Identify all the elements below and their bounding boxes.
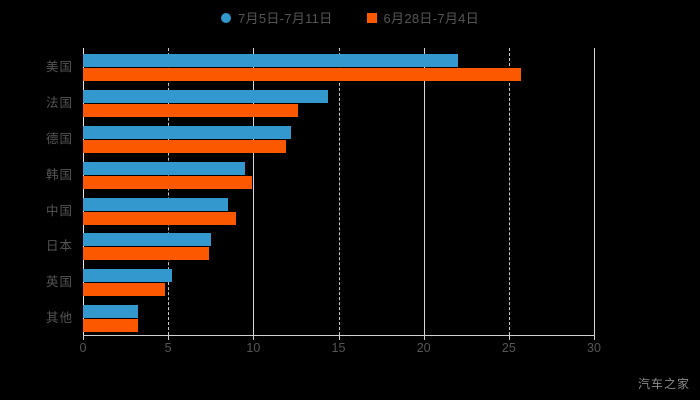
bar[interactable]	[83, 197, 228, 211]
bar-group	[83, 233, 594, 261]
legend-marker-circle-icon	[221, 12, 231, 23]
bar[interactable]	[83, 269, 172, 283]
x-tick	[338, 335, 340, 340]
legend-label: 7月5日-7月11日	[238, 11, 333, 26]
category-label: 中国	[45, 203, 73, 218]
bar-group	[83, 305, 594, 333]
x-tick-label: 0	[79, 341, 87, 355]
bar-group	[83, 197, 594, 225]
category-axis: 美国法国德国韩国中国日本英国其他	[0, 48, 83, 335]
bar[interactable]	[83, 125, 291, 139]
chart-legend: 7月5日-7月11日 6月28日-7月4日	[0, 8, 700, 27]
y-axis-line	[83, 48, 84, 335]
gridline	[594, 48, 595, 335]
bar-group	[83, 125, 594, 153]
category-label: 韩国	[45, 167, 73, 182]
legend-entry[interactable]: 6月28日-7月4日	[366, 8, 479, 27]
x-tick	[594, 335, 595, 340]
gridline	[253, 48, 255, 335]
x-tick	[83, 335, 84, 340]
category-label: 法国	[45, 95, 73, 110]
bar-group	[83, 269, 594, 297]
bar[interactable]	[83, 211, 237, 225]
legend-label: 6月28日-7月4日	[383, 11, 479, 26]
bar-group	[83, 161, 594, 189]
plot-area	[83, 48, 595, 335]
gridline	[508, 48, 510, 335]
gridline	[168, 48, 170, 335]
category-label: 日本	[45, 239, 73, 254]
bar[interactable]	[83, 89, 329, 103]
x-tick-label: 25	[501, 341, 516, 355]
gridline	[423, 48, 425, 335]
category-label: 英国	[45, 275, 73, 290]
bar[interactable]	[83, 319, 138, 333]
x-tick	[253, 335, 255, 340]
gridline	[338, 48, 340, 335]
watermark: 汽车之家	[637, 377, 690, 391]
bar[interactable]	[83, 247, 210, 261]
bar-group	[83, 89, 594, 117]
bar[interactable]	[83, 233, 211, 247]
legend-marker-square-icon	[366, 12, 377, 23]
x-tick	[423, 335, 425, 340]
category-label: 其他	[45, 311, 73, 326]
bar[interactable]	[83, 161, 245, 175]
bar-group	[83, 54, 594, 81]
bar[interactable]	[83, 68, 521, 81]
bar[interactable]	[83, 54, 458, 67]
category-label: 美国	[45, 60, 73, 74]
bar[interactable]	[83, 139, 286, 153]
bar[interactable]	[83, 283, 165, 297]
x-tick-label: 30	[587, 341, 601, 355]
x-tick-label: 15	[331, 341, 346, 355]
x-tick-label: 10	[246, 341, 261, 355]
bar[interactable]	[83, 103, 298, 117]
bar[interactable]	[83, 175, 252, 189]
x-tick-label: 5	[164, 341, 172, 355]
category-label: 德国	[45, 131, 73, 146]
x-axis: 0 5 10 15 20 25 30	[79, 335, 601, 361]
legend-entry[interactable]: 7月5日-7月11日	[221, 8, 333, 27]
x-tick-label: 20	[416, 341, 431, 355]
x-tick	[508, 335, 510, 340]
bar[interactable]	[83, 305, 138, 319]
x-tick	[168, 335, 170, 340]
